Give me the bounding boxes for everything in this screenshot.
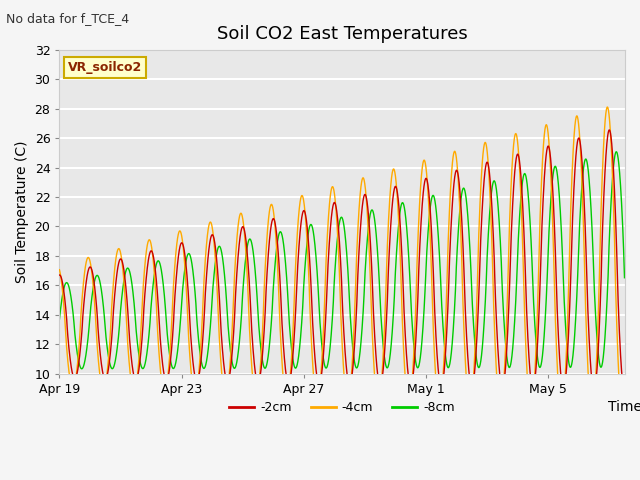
-8cm <box>271 257 279 263</box>
-2cm <box>477 229 485 235</box>
Line: -4cm: -4cm <box>60 107 625 415</box>
-4cm <box>477 179 485 185</box>
Y-axis label: Soil Temperature (C): Soil Temperature (C) <box>15 141 29 283</box>
-4cm <box>621 402 628 408</box>
-8cm <box>395 224 403 229</box>
-2cm <box>271 222 279 228</box>
-2cm <box>621 388 628 394</box>
-8cm <box>78 366 86 372</box>
Legend: -2cm, -4cm, -8cm: -2cm, -4cm, -8cm <box>224 396 460 420</box>
-4cm <box>158 382 166 387</box>
Title: Soil CO2 East Temperatures: Soil CO2 East Temperatures <box>216 24 467 43</box>
Line: -8cm: -8cm <box>60 152 625 369</box>
-2cm <box>605 127 613 133</box>
Line: -2cm: -2cm <box>60 130 625 391</box>
-8cm <box>621 275 628 281</box>
-8cm <box>477 355 485 361</box>
-4cm <box>56 267 63 273</box>
-4cm <box>619 412 627 418</box>
-4cm <box>520 294 528 300</box>
-2cm <box>423 177 431 182</box>
X-axis label: Time: Time <box>607 400 640 414</box>
-4cm <box>394 212 402 217</box>
-4cm <box>271 228 279 233</box>
-2cm <box>56 272 63 278</box>
-4cm <box>604 104 611 110</box>
Text: No data for f_TCE_4: No data for f_TCE_4 <box>6 12 129 25</box>
-8cm <box>158 273 166 279</box>
-2cm <box>158 357 166 362</box>
Text: VR_soilco2: VR_soilco2 <box>68 61 142 74</box>
-2cm <box>394 198 402 204</box>
-2cm <box>520 231 528 237</box>
-8cm <box>520 171 528 177</box>
-8cm <box>56 316 63 322</box>
-8cm <box>612 149 620 155</box>
-4cm <box>423 174 431 180</box>
-8cm <box>423 245 431 251</box>
